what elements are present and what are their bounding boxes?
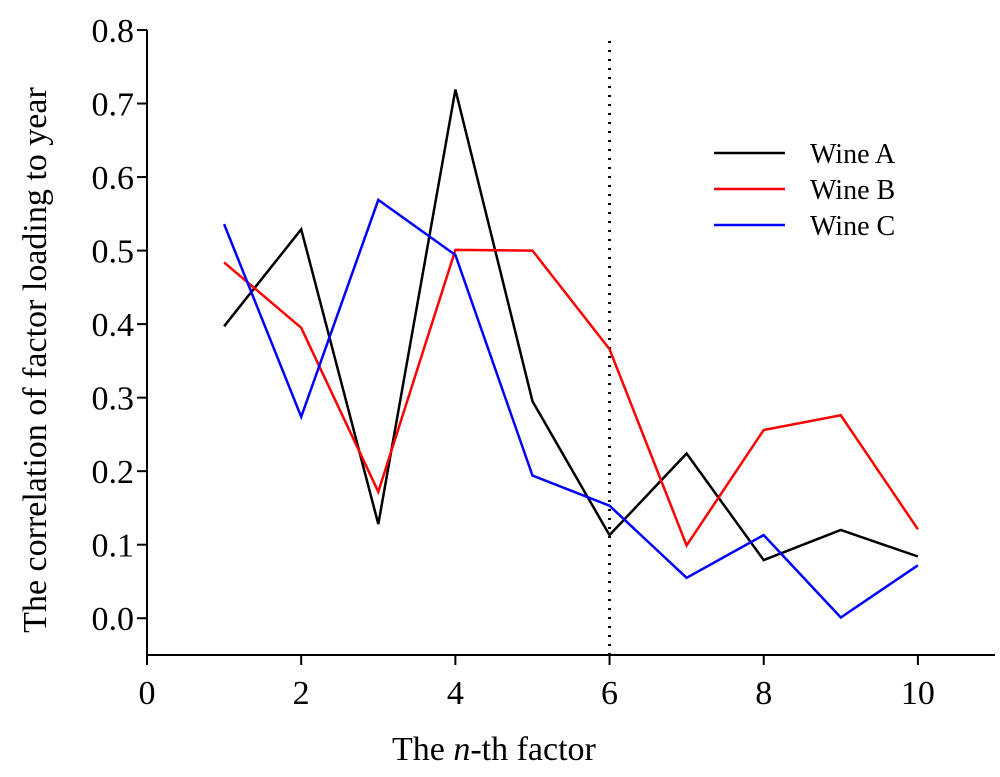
x-axis-ticks: 0 2 4 6 8 10 xyxy=(139,655,935,712)
x-tick-label: 10 xyxy=(901,675,935,712)
series-line-1 xyxy=(223,89,919,562)
y-tick-label: 0.8 xyxy=(92,13,135,50)
axes xyxy=(146,30,995,656)
y-tick-label: 0.2 xyxy=(92,454,135,491)
y-tick-label: 0.6 xyxy=(92,160,135,197)
legend: Wine A Wine B Wine C xyxy=(714,139,896,242)
series-line-2 xyxy=(223,248,919,549)
y-tick-label: 0.5 xyxy=(92,234,135,271)
y-axis-ticks: 0.0 0.1 0.2 0.3 0.4 0.5 0.6 0.7 0.8 xyxy=(92,13,147,638)
y-tick-label: 0.7 xyxy=(92,87,135,124)
legend-label: Wine C xyxy=(810,211,895,242)
y-tick-label: 0.3 xyxy=(92,381,135,418)
legend-label: Wine A xyxy=(810,139,896,170)
x-tick-label: 8 xyxy=(755,675,772,712)
x-axis-title-part-1: The xyxy=(392,731,453,768)
series-layer xyxy=(222,89,919,620)
x-tick-label: 6 xyxy=(601,675,618,712)
y-tick-label: 0.0 xyxy=(92,601,135,638)
y-tick-label: 0.4 xyxy=(92,307,135,344)
x-axis-title-part-3: -th factor xyxy=(470,731,596,768)
legend-label: Wine B xyxy=(810,175,895,206)
y-axis-title: The correlation of factor loading to yea… xyxy=(17,87,54,633)
x-tick-label: 2 xyxy=(293,675,310,712)
x-tick-label: 0 xyxy=(139,675,156,712)
x-axis-title-part-2: n xyxy=(453,731,470,768)
x-axis-title: The n-th factor xyxy=(392,731,597,768)
series-line-3 xyxy=(222,197,919,620)
x-tick-label: 4 xyxy=(447,675,464,712)
y-tick-label: 0.1 xyxy=(92,528,135,565)
